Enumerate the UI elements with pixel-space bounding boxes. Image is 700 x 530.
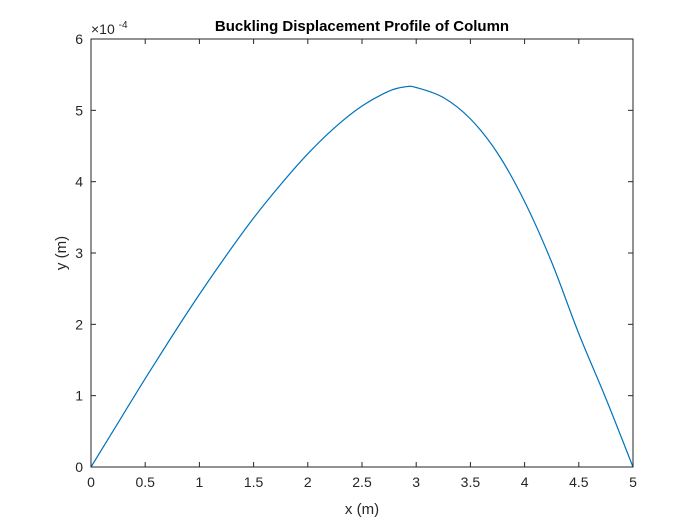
- x-tick-label: 3.5: [461, 474, 481, 490]
- y-axis-exponent: ×10 -4: [91, 20, 128, 37]
- y-tick-label: 2: [75, 316, 83, 332]
- x-tick-label: 3: [412, 474, 420, 490]
- x-tick-label: 1: [196, 474, 204, 490]
- chart-title: Buckling Displacement Profile of Column: [215, 18, 509, 35]
- x-tick-label: 0.5: [135, 474, 155, 490]
- x-tick-label: 5: [629, 474, 637, 490]
- x-tick-label: 4: [521, 474, 529, 490]
- y-tick-label: 6: [75, 31, 83, 47]
- x-tick-label: 2.5: [352, 474, 372, 490]
- y-tick-label: 4: [75, 174, 83, 190]
- x-tick-label: 0: [87, 474, 95, 490]
- y-tick-label: 5: [75, 102, 83, 118]
- y-exponent-power: -4: [119, 20, 128, 31]
- x-tick-label: 1.5: [244, 474, 264, 490]
- plot-area: [91, 39, 633, 467]
- y-exponent-base: ×10: [91, 21, 115, 37]
- x-axis-label: x (m): [345, 501, 379, 518]
- x-tick-label: 4.5: [569, 474, 589, 490]
- x-tick-label: 2: [304, 474, 312, 490]
- axes-box: [90, 38, 634, 468]
- y-tick-label: 1: [75, 388, 83, 404]
- y-tick-label: 0: [75, 459, 83, 475]
- y-tick-label: 3: [75, 245, 83, 261]
- series-line-0: [90, 85, 634, 468]
- y-axis-label: y (m): [53, 236, 70, 270]
